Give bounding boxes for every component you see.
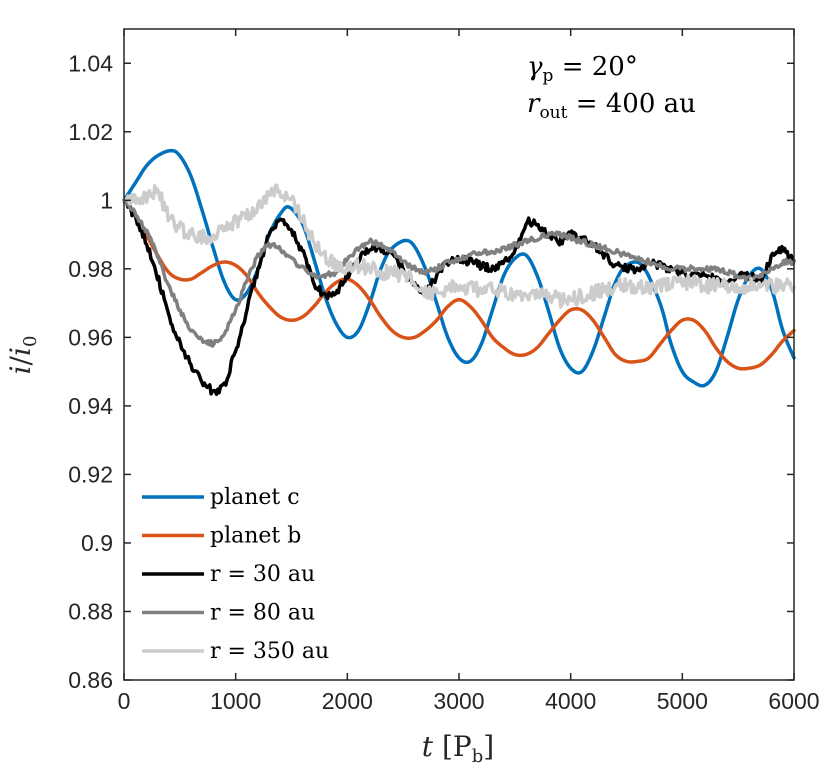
x-tick-label: 4000 [545,688,596,714]
svg-text:t [Pb]: t [Pb] [422,730,494,767]
x-tick-label: 5000 [657,688,708,714]
series-line-r-350-au [122,183,796,309]
annotation-gamma: γp = 20° [527,52,638,86]
annotation-rout: rout = 400 au [527,89,696,123]
y-tick-label: 1.02 [68,119,113,145]
legend: planet c planet b r = 30 au r = 80 au r = 35… [142,485,329,664]
x-tick-label: 1000 [210,688,261,714]
y-tick-label: 0.96 [68,324,113,350]
series-line-planet-b [122,198,796,371]
legend-label-planet-b: planet b [210,524,301,549]
x-tick-label: 3000 [433,688,484,714]
x-tick-label: 6000 [768,688,819,714]
legend-label-r-350-au: r = 350 au [210,639,329,664]
y-tick-label: 1.04 [68,50,113,76]
x-tick-label: 2000 [322,688,373,714]
svg-text:rout = 400 au: rout = 400 au [527,89,696,123]
y-tick-label: 0.92 [68,461,113,487]
y-tick-label: 0.98 [68,256,113,282]
x-tick-label: 0 [118,688,131,714]
y-tick-label: 0.94 [68,393,113,419]
legend-label-r-80-au: r = 80 au [210,601,315,626]
y-tick-label: 0.86 [68,667,113,693]
series-line-r-80-au [122,198,796,348]
legend-label-r-30-au: r = 30 au [210,562,315,587]
svg-text:γp = 20°: γp = 20° [527,52,638,86]
axes-layer: 0 1000 2000 3000 4000 5000 6000 0.86 0.88 0.9 0.92… [68,28,820,714]
y-tick-label: 0.88 [68,598,113,624]
x-axis-title: t [Pb] [422,730,494,767]
y-tick-label: 0.9 [81,530,113,556]
series-layer [122,148,796,397]
y-tick-label: 1 [100,187,113,213]
series-line-planet-c [122,148,796,388]
legend-label-planet-c: planet c [210,485,300,510]
